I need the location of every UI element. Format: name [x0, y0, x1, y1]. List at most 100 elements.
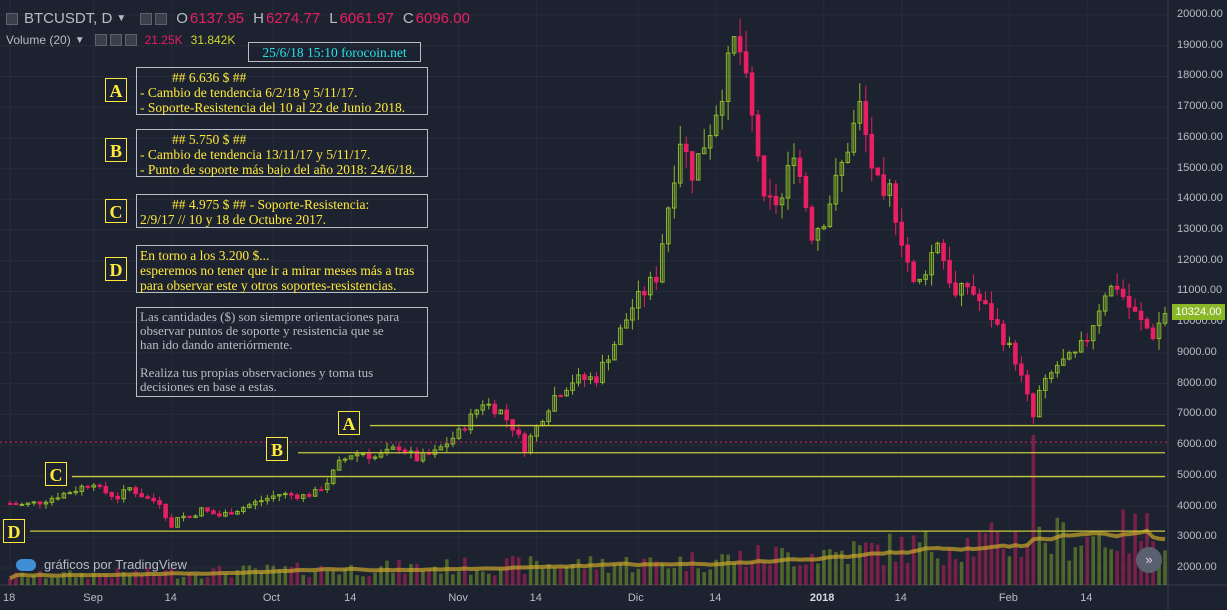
- volume-bar: [582, 569, 587, 585]
- volume-bar: [283, 566, 288, 585]
- open-value: 6137.95: [189, 10, 245, 27]
- note-a-badge[interactable]: A: [105, 78, 127, 102]
- volume-bar: [887, 533, 892, 585]
- tradingview-logo-icon: [16, 558, 36, 571]
- level-a-badge[interactable]: A: [338, 411, 360, 435]
- volume-bar: [127, 575, 132, 585]
- volume-bar: [1127, 553, 1131, 585]
- candle-body: [498, 409, 504, 415]
- candle-body: [253, 501, 258, 506]
- volume-bar: [678, 556, 683, 585]
- volume-bar: [8, 578, 12, 585]
- note-d-badge[interactable]: D: [105, 257, 127, 281]
- candle-body: [181, 515, 186, 519]
- volume-bar: [660, 564, 665, 585]
- settings-icon[interactable]: [155, 12, 168, 25]
- volume-bar: [247, 565, 252, 585]
- candle-body: [199, 507, 204, 517]
- settings-icon[interactable]: [109, 34, 122, 46]
- volume-bar: [397, 559, 401, 585]
- tradingview-watermark[interactable]: gráficos por TradingView: [16, 557, 187, 572]
- candle-body: [318, 489, 324, 492]
- volume-bar: [570, 563, 575, 585]
- chevron-down-icon[interactable]: ▼: [74, 34, 85, 46]
- candle-body: [965, 282, 970, 288]
- volume-bar: [457, 571, 461, 585]
- candle-body: [121, 489, 126, 500]
- level-b-badge[interactable]: B: [266, 437, 288, 461]
- volume-bar: [810, 553, 814, 585]
- note-a[interactable]: ## 6.636 $ ## - Cambio de tendencia 6/2/…: [136, 67, 428, 115]
- eye-icon[interactable]: [94, 34, 107, 46]
- volume-bar: [983, 533, 988, 585]
- volume-bar: [193, 574, 198, 585]
- note-c[interactable]: ## 4.975 $ ## - Soporte-Resistencia: 2/9…: [136, 194, 428, 228]
- volume-bar: [325, 571, 329, 585]
- level-d-badge[interactable]: D: [3, 519, 25, 543]
- chevron-down-icon[interactable]: ▼: [116, 13, 127, 24]
- date-tag[interactable]: 25/6/18 15:10 forocoin.net: [248, 42, 421, 62]
- candle-body: [606, 359, 611, 363]
- candle-body: [857, 101, 863, 124]
- candle-body: [977, 293, 982, 302]
- candle-body: [1037, 389, 1042, 418]
- volume-bar: [630, 572, 635, 585]
- eye-icon[interactable]: [140, 12, 153, 25]
- note-b-badge[interactable]: B: [105, 138, 127, 162]
- y-tick-label: 13000.00: [1177, 223, 1223, 236]
- volume-bar: [576, 559, 581, 585]
- candle-body: [971, 286, 976, 295]
- candle-body: [791, 157, 797, 167]
- x-tick-label: 14: [709, 592, 722, 604]
- candle-body: [474, 409, 480, 415]
- candle-body: [636, 290, 641, 309]
- volume-bar: [313, 571, 318, 585]
- volume-bar: [1049, 553, 1054, 585]
- candle-body: [731, 36, 737, 54]
- candle-body: [444, 443, 450, 448]
- note-b[interactable]: ## 5.750 $ ## - Cambio de tendencia 13/1…: [136, 129, 428, 177]
- scroll-to-realtime-button[interactable]: »: [1136, 547, 1162, 573]
- close-icon[interactable]: [124, 34, 137, 46]
- volume-bar: [726, 554, 730, 585]
- candle-body: [438, 446, 444, 451]
- note-a-line: ## 6.636 $ ##: [172, 70, 247, 85]
- volume-bar: [343, 568, 347, 585]
- volume-bar: [175, 578, 180, 585]
- last-price-tag: 10324.00: [1172, 304, 1225, 321]
- volume-bar: [750, 561, 754, 585]
- candle-body: [294, 494, 300, 499]
- volume-bar: [14, 572, 18, 585]
- x-tick-label: 2018: [809, 592, 835, 604]
- volume-bar: [1067, 560, 1072, 585]
- candle-body: [642, 290, 647, 296]
- volume-bar: [774, 546, 778, 585]
- volume-bar: [947, 548, 952, 585]
- volume-bar: [68, 570, 72, 585]
- volume-bar: [361, 576, 365, 585]
- candle-body: [899, 221, 904, 246]
- candle-body: [648, 276, 653, 296]
- symbol-title[interactable]: BTCUSDT, D: [24, 10, 113, 27]
- note-info[interactable]: Las cantidades ($) son siempre orientaci…: [136, 307, 428, 397]
- volume-bar: [415, 563, 419, 585]
- note-b-line: - Cambio de tendencia 13/11/17 y 5/11/17…: [140, 147, 371, 162]
- y-tick-label: 20000.00: [1177, 8, 1223, 20]
- y-tick-label: 18000.00: [1177, 69, 1223, 82]
- note-d[interactable]: En torno a los 3.200 $... esperemos no t…: [136, 245, 428, 293]
- volume-bar: [277, 569, 282, 585]
- candle-body: [600, 361, 605, 383]
- candle-body: [49, 497, 55, 503]
- candle-body: [869, 133, 875, 169]
- collapse-icon[interactable]: [6, 12, 18, 25]
- note-c-badge[interactable]: C: [105, 199, 127, 223]
- level-c-badge[interactable]: C: [45, 462, 67, 486]
- volume-bar: [534, 560, 539, 585]
- volume-label[interactable]: Volume (20): [6, 33, 71, 47]
- candle-body: [881, 174, 887, 196]
- candle-body: [79, 485, 85, 492]
- x-tick-label: Sep: [83, 592, 103, 604]
- candle-body: [1072, 351, 1078, 354]
